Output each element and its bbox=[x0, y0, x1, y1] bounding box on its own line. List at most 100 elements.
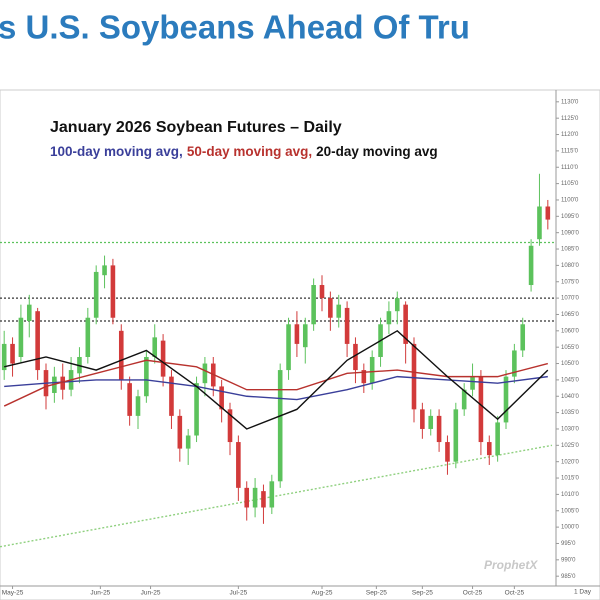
header-title: s U.S. Soybeans Ahead Of Tru bbox=[0, 9, 470, 46]
watermark: ProphetX bbox=[484, 558, 538, 572]
candle-body bbox=[461, 389, 467, 410]
candle-body bbox=[26, 304, 32, 322]
candle-body bbox=[269, 481, 275, 508]
y-tick-label: 1025'0 bbox=[561, 443, 579, 449]
candle-body bbox=[369, 356, 375, 384]
moving-average-line bbox=[4, 329, 549, 430]
candle-body bbox=[261, 491, 266, 508]
candle-body bbox=[127, 383, 132, 416]
y-tick-label: 1065'0 bbox=[561, 312, 579, 318]
y-tick-label: 1070'0 bbox=[561, 296, 579, 302]
x-tick-label: Sep-25 bbox=[366, 590, 387, 597]
candle-body bbox=[18, 317, 24, 357]
candle-body bbox=[503, 376, 509, 423]
y-tick-label: 1050'0 bbox=[561, 361, 579, 367]
y-tick-label: 1015'0 bbox=[561, 476, 579, 482]
candle-body bbox=[286, 324, 291, 371]
interval-label: 1 Day bbox=[574, 589, 592, 596]
y-tick-label: 1105'0 bbox=[561, 181, 579, 187]
candle-body bbox=[520, 324, 526, 351]
candle-body bbox=[311, 285, 316, 325]
legend-entry: 100-day moving avg, bbox=[50, 144, 183, 159]
candle-body bbox=[495, 422, 500, 456]
y-tick-label: 1055'0 bbox=[561, 345, 579, 351]
legend-entry: 20-day moving avg bbox=[316, 144, 438, 159]
candle-body bbox=[93, 271, 99, 318]
candle-body bbox=[445, 442, 450, 462]
candle-body bbox=[135, 396, 141, 416]
candle-body bbox=[386, 311, 392, 325]
candle-body bbox=[420, 409, 425, 429]
candle-body bbox=[10, 343, 15, 364]
y-tick-label: 1040'0 bbox=[561, 394, 579, 400]
y-tick-label: 1100'0 bbox=[561, 198, 579, 204]
x-tick-label: Oct-25 bbox=[505, 590, 525, 597]
y-tick-label: 1005'0 bbox=[561, 508, 579, 514]
x-tick-label: Sep-25 bbox=[412, 590, 433, 597]
candle-body bbox=[328, 298, 333, 318]
candle-body bbox=[470, 376, 475, 390]
y-tick-label: 1020'0 bbox=[561, 459, 579, 465]
legend-entry: 50-day moving avg, bbox=[187, 144, 312, 159]
candle-body bbox=[302, 324, 308, 348]
y-tick-label: 1060'0 bbox=[561, 328, 579, 334]
candle-body bbox=[528, 245, 534, 286]
x-tick-label: Jun-25 bbox=[141, 590, 161, 597]
plot-area bbox=[0, 173, 556, 548]
candle-body bbox=[478, 376, 484, 443]
y-tick-label: 995'0 bbox=[561, 541, 576, 547]
moving-average-line bbox=[4, 375, 548, 401]
candle-body bbox=[436, 415, 442, 443]
candle-body bbox=[219, 386, 224, 410]
y-tick-label: 1110'0 bbox=[561, 165, 579, 171]
candle-body bbox=[361, 370, 367, 384]
y-tick-label: 1115'0 bbox=[561, 148, 579, 154]
candle-body bbox=[244, 487, 250, 508]
y-tick-label: 985'0 bbox=[561, 574, 576, 580]
y-tick-label: 1010'0 bbox=[561, 492, 579, 498]
candle-body bbox=[110, 265, 116, 318]
candle-body bbox=[252, 487, 258, 508]
candle-body bbox=[344, 307, 350, 344]
y-tick-label: 1030'0 bbox=[561, 427, 579, 433]
y-tick-label: 1075'0 bbox=[561, 279, 579, 285]
candle-body bbox=[185, 435, 191, 449]
candle-body bbox=[152, 337, 158, 357]
candle-body bbox=[60, 376, 66, 390]
candle-body bbox=[227, 409, 233, 443]
candle-body bbox=[35, 311, 40, 371]
candle-body bbox=[453, 409, 459, 462]
legend: 100-day moving avg, 50-day moving avg, 20-… bbox=[50, 144, 438, 159]
y-tick-label: 990'0 bbox=[561, 557, 576, 563]
x-tick-label: Jul-25 bbox=[230, 590, 248, 597]
y-tick-label: 1130'0 bbox=[561, 99, 579, 105]
candle-body bbox=[177, 415, 183, 449]
candle-body bbox=[428, 415, 434, 429]
candle-body bbox=[1, 343, 7, 371]
candle-body bbox=[202, 363, 208, 384]
candle-body bbox=[486, 442, 492, 456]
x-tick-label: May-25 bbox=[2, 590, 24, 597]
x-tick-label: Oct-25 bbox=[463, 590, 483, 597]
candle-body bbox=[85, 317, 91, 357]
candle-body bbox=[102, 265, 107, 276]
candle-body bbox=[336, 304, 342, 318]
candle-body bbox=[294, 324, 300, 344]
candle-body bbox=[319, 285, 325, 299]
y-tick-label: 1090'0 bbox=[561, 230, 579, 236]
y-tick-label: 1085'0 bbox=[561, 247, 579, 253]
candle-body bbox=[169, 376, 174, 416]
candle-body bbox=[411, 343, 417, 410]
candle-body bbox=[118, 330, 124, 380]
candle-body bbox=[545, 206, 551, 220]
candle-body bbox=[160, 340, 166, 377]
y-tick-label: 1000'0 bbox=[561, 525, 579, 531]
candle-body bbox=[236, 442, 241, 488]
candle-body bbox=[353, 343, 358, 371]
trendline bbox=[0, 444, 553, 548]
candle-body bbox=[512, 350, 517, 377]
candle-body bbox=[537, 206, 542, 240]
chart-panel bbox=[0, 89, 600, 600]
candle-body bbox=[394, 298, 400, 312]
